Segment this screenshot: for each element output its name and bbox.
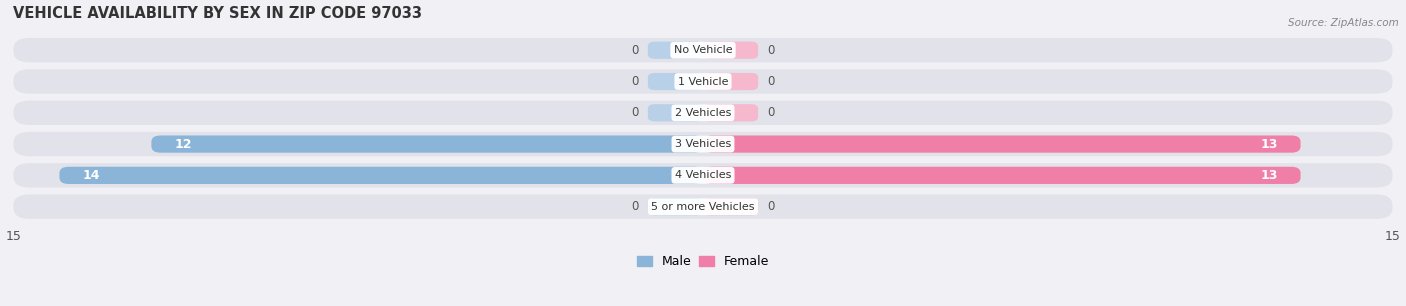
FancyBboxPatch shape [703, 104, 758, 121]
FancyBboxPatch shape [14, 101, 1392, 125]
FancyBboxPatch shape [14, 69, 1392, 94]
FancyBboxPatch shape [703, 198, 758, 215]
Text: 4 Vehicles: 4 Vehicles [675, 170, 731, 180]
FancyBboxPatch shape [703, 42, 758, 59]
Legend: Male, Female: Male, Female [631, 251, 775, 274]
Text: 0: 0 [631, 44, 638, 57]
Text: VEHICLE AVAILABILITY BY SEX IN ZIP CODE 97033: VEHICLE AVAILABILITY BY SEX IN ZIP CODE … [14, 6, 422, 21]
FancyBboxPatch shape [14, 38, 1392, 62]
FancyBboxPatch shape [14, 132, 1392, 156]
Text: Source: ZipAtlas.com: Source: ZipAtlas.com [1288, 18, 1399, 28]
FancyBboxPatch shape [703, 167, 1301, 184]
Text: 0: 0 [631, 75, 638, 88]
Text: 12: 12 [174, 138, 191, 151]
Text: 3 Vehicles: 3 Vehicles [675, 139, 731, 149]
FancyBboxPatch shape [648, 42, 703, 59]
Text: 0: 0 [768, 106, 775, 119]
Text: 13: 13 [1260, 138, 1278, 151]
FancyBboxPatch shape [703, 136, 1301, 153]
Text: 0: 0 [768, 44, 775, 57]
Text: 0: 0 [631, 106, 638, 119]
Text: 14: 14 [83, 169, 100, 182]
FancyBboxPatch shape [648, 73, 703, 90]
Text: 13: 13 [1260, 169, 1278, 182]
FancyBboxPatch shape [152, 136, 703, 153]
Text: 2 Vehicles: 2 Vehicles [675, 108, 731, 118]
FancyBboxPatch shape [59, 167, 703, 184]
Text: 0: 0 [631, 200, 638, 213]
Text: 0: 0 [768, 75, 775, 88]
FancyBboxPatch shape [648, 104, 703, 121]
Text: 1 Vehicle: 1 Vehicle [678, 76, 728, 87]
Text: No Vehicle: No Vehicle [673, 45, 733, 55]
FancyBboxPatch shape [14, 163, 1392, 188]
Text: 5 or more Vehicles: 5 or more Vehicles [651, 202, 755, 212]
FancyBboxPatch shape [703, 73, 758, 90]
Text: 0: 0 [768, 200, 775, 213]
FancyBboxPatch shape [14, 194, 1392, 219]
FancyBboxPatch shape [648, 198, 703, 215]
